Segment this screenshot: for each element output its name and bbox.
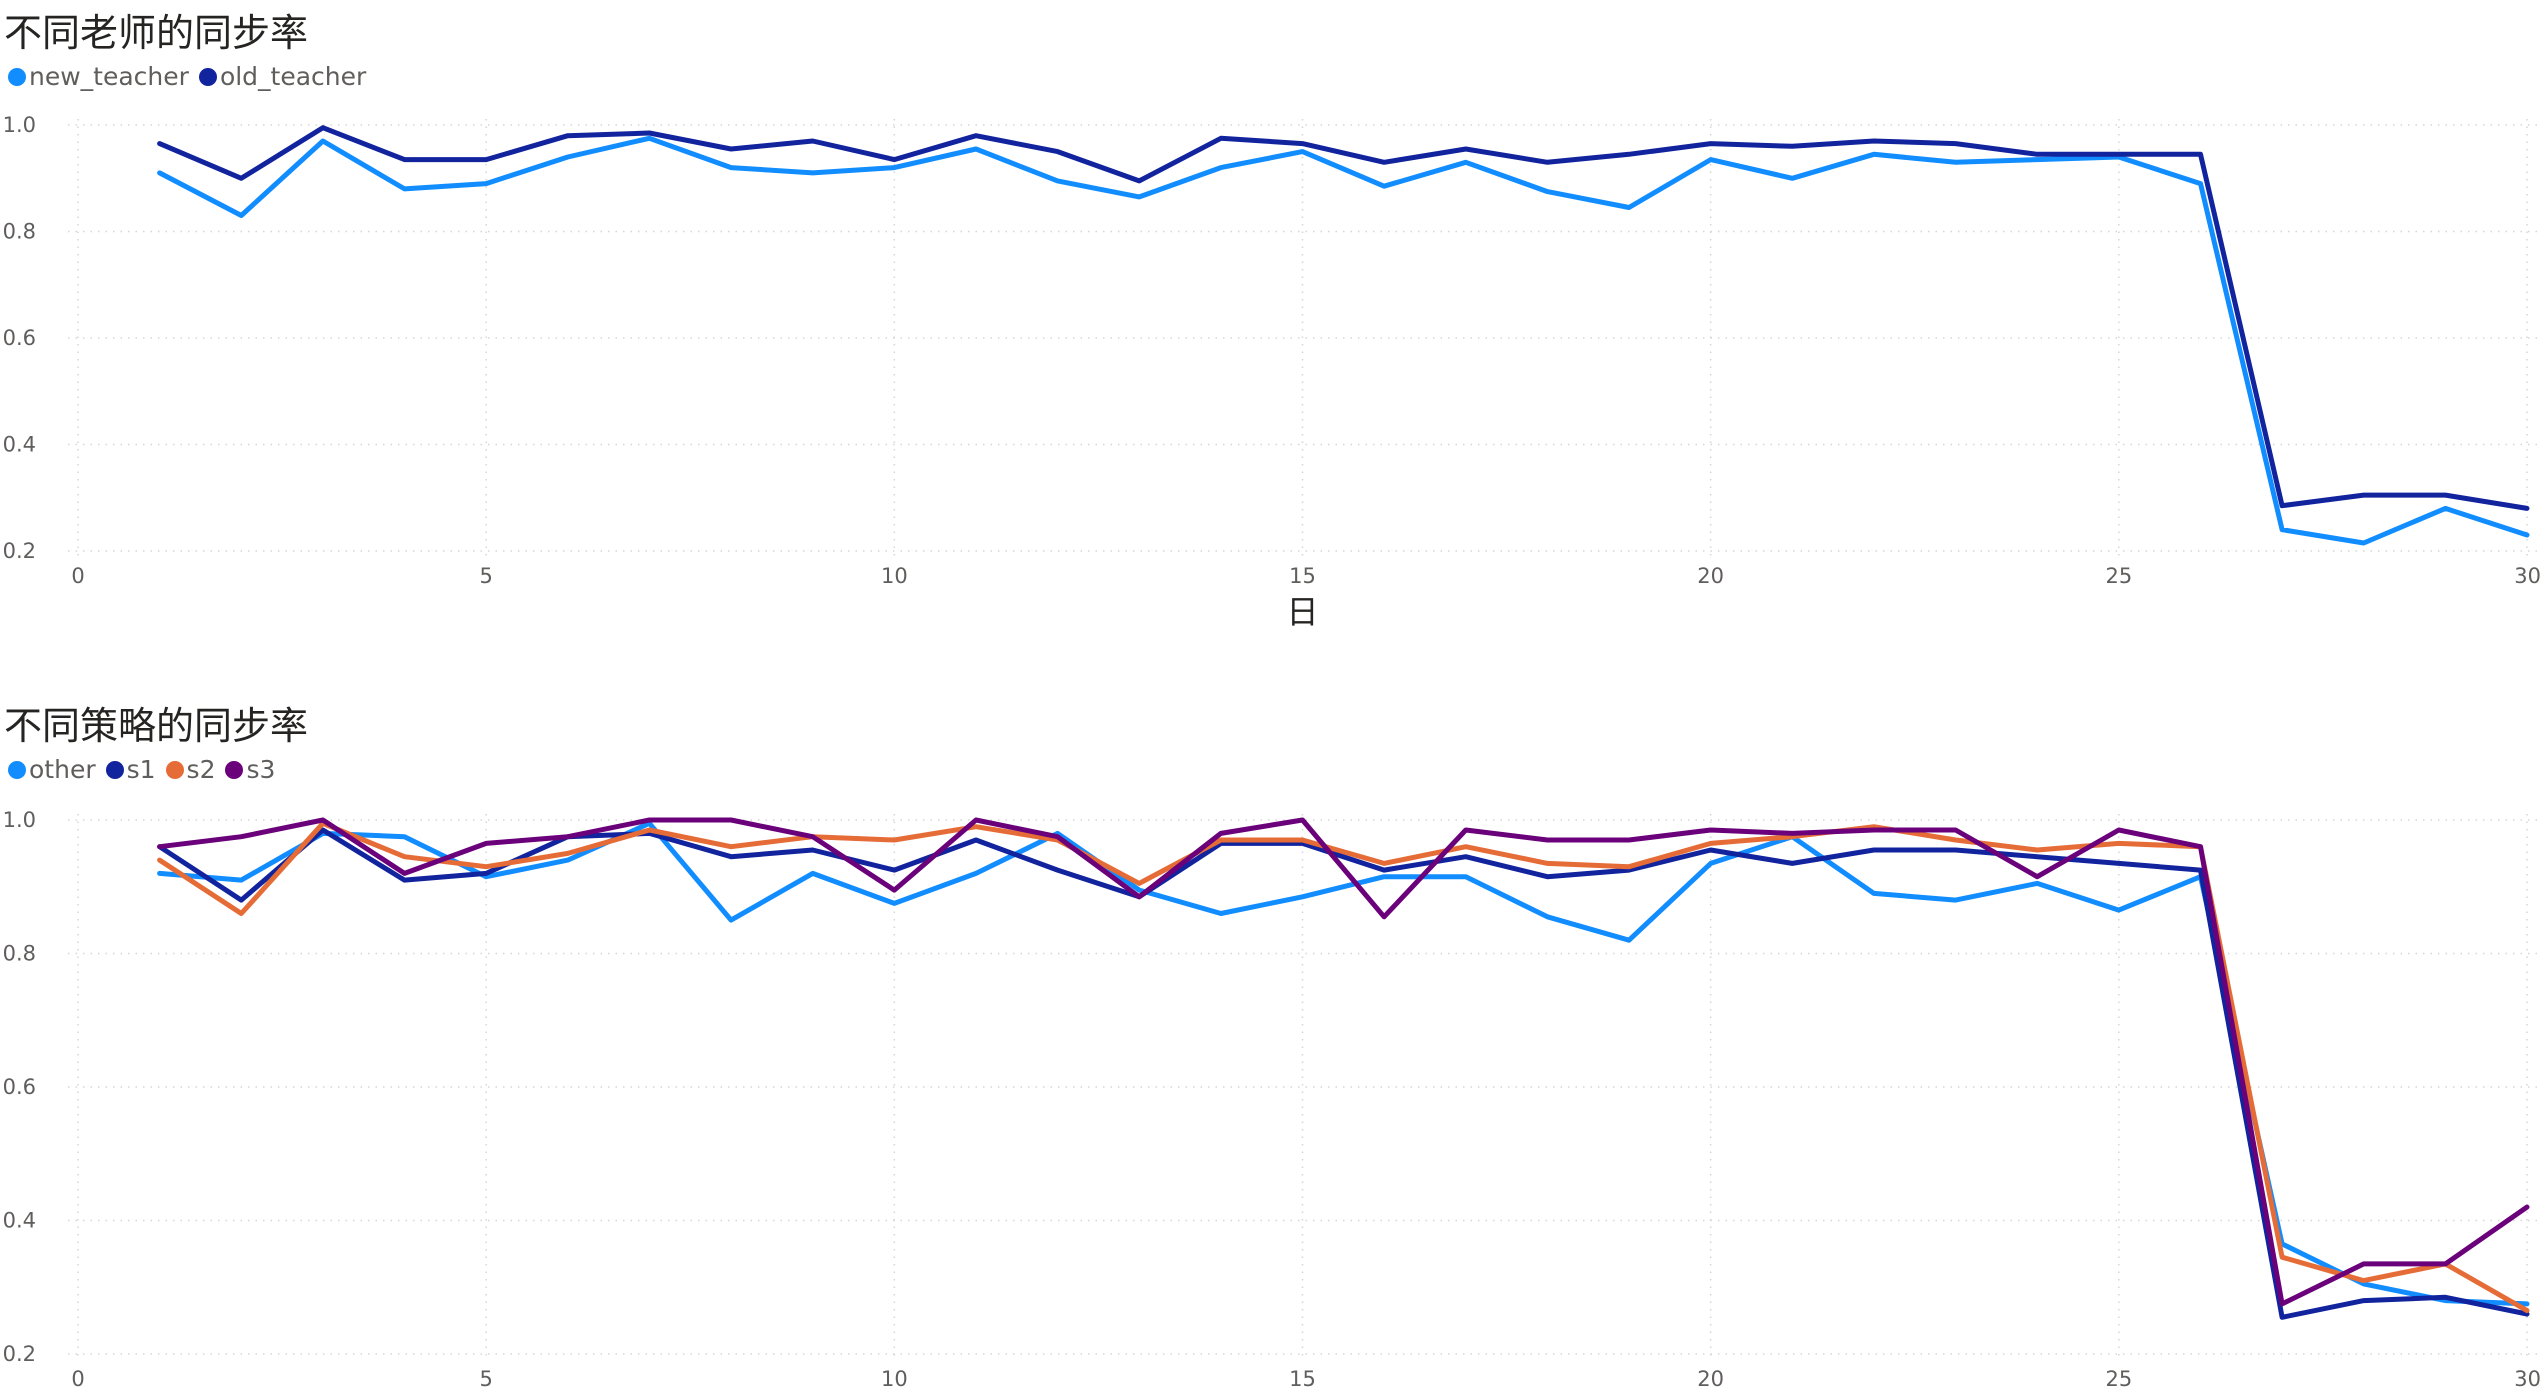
- legend-label: old_teacher: [219, 62, 367, 91]
- y-tick-label: 0.2: [3, 539, 36, 563]
- y-tick-label: 0.4: [3, 433, 36, 457]
- x-tick-label: 0: [71, 564, 84, 588]
- y-tick-label: 0.8: [3, 220, 36, 244]
- y-tick-label: 0.2: [3, 1342, 36, 1366]
- y-tick-label: 1.0: [3, 808, 36, 832]
- x-tick-label: 30: [2514, 564, 2541, 588]
- x-tick-label: 30: [2514, 1367, 2541, 1391]
- legend-item-s1[interactable]: s1: [105, 755, 156, 784]
- x-axis-title: 日: [1286, 593, 1318, 631]
- legend-item-new-teacher[interactable]: new_teacher: [8, 62, 189, 91]
- legend-label: s3: [246, 755, 276, 784]
- series-line-s2[interactable]: [157, 820, 2530, 1314]
- chart-title: 不同老师的同步率: [4, 11, 309, 55]
- x-tick-label: 25: [2105, 564, 2132, 588]
- legend-dot-icon: [105, 760, 124, 779]
- legend-label: new_teacher: [29, 62, 189, 91]
- x-tick-label: 20: [1697, 1367, 1724, 1391]
- chart-teachers: 不同老师的同步率 new_teacher old_teacher 0.2 0.4 0.…: [0, 0, 2543, 680]
- legend[interactable]: new_teacher old_teacher: [8, 62, 376, 91]
- series-line-s3[interactable]: [157, 817, 2530, 1307]
- y-tick-label: 0.4: [3, 1209, 36, 1233]
- x-tick-label: 20: [1697, 564, 1724, 588]
- legend-dot-icon: [8, 760, 26, 779]
- y-tick-label: 1.0: [3, 113, 36, 137]
- x-tick-label: 10: [881, 1367, 908, 1391]
- legend-label: other: [29, 755, 96, 784]
- legend-item-other[interactable]: other: [8, 755, 96, 784]
- legend-item-s2[interactable]: s2: [165, 755, 216, 784]
- legend-label: s2: [186, 755, 216, 784]
- chart-strategies: 不同策略的同步率 other s1 s2 s3 0.2 0.4 0.6 0.8 1.0 0 5 10…: [0, 693, 2543, 1393]
- legend-dot-icon: [165, 760, 184, 779]
- x-tick-label: 0: [71, 1367, 84, 1391]
- x-tick-label: 25: [2105, 1367, 2132, 1391]
- x-tick-label: 10: [881, 564, 908, 588]
- x-tick-label: 15: [1289, 564, 1316, 588]
- legend-dot-icon: [225, 760, 244, 779]
- y-tick-label: 0.6: [3, 326, 36, 350]
- series-line-new-teacher[interactable]: [157, 135, 2530, 546]
- x-tick-label: 5: [479, 1367, 492, 1391]
- plot-area: 0.2 0.4 0.6 0.8 1.0 0 5 10 15 20 25 30: [3, 808, 2541, 1391]
- x-tick-label: 15: [1289, 1367, 1316, 1391]
- y-tick-label: 0.8: [3, 942, 36, 966]
- series-line-old-teacher[interactable]: [157, 125, 2530, 511]
- plot-area: 0.2 0.4 0.6 0.8 1.0 0 5 10 15 20 25 30 日: [3, 113, 2541, 631]
- series-line-s1[interactable]: [157, 827, 2530, 1320]
- legend-item-old-teacher[interactable]: old_teacher: [198, 62, 367, 91]
- y-tick-label: 0.6: [3, 1075, 36, 1099]
- series-line-other[interactable]: [157, 820, 2530, 1307]
- legend-dot-icon: [198, 67, 217, 86]
- legend-label: s1: [126, 755, 156, 784]
- legend[interactable]: other s1 s2 s3: [8, 755, 285, 784]
- legend-item-s3[interactable]: s3: [225, 755, 275, 784]
- chart-title: 不同策略的同步率: [4, 704, 309, 748]
- x-tick-label: 5: [479, 564, 492, 588]
- legend-dot-icon: [8, 67, 26, 86]
